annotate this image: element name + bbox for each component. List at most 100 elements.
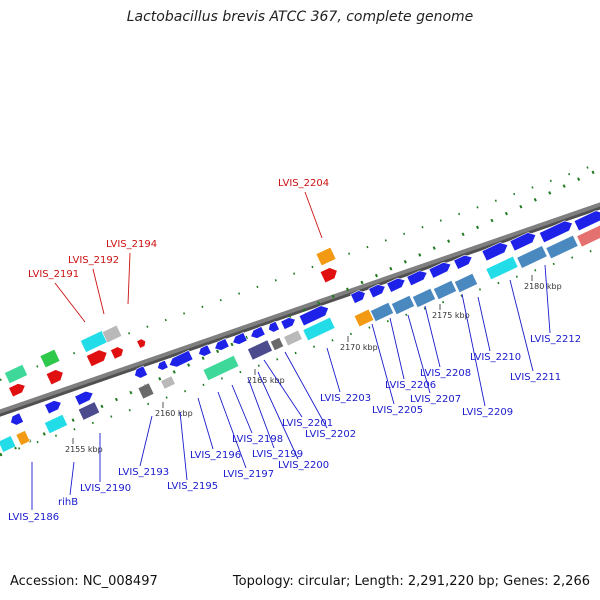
gene-feature	[198, 344, 212, 357]
gene-feature	[298, 305, 329, 327]
gene-label-leader	[257, 371, 299, 460]
gene-label: LVIS_2201	[282, 418, 333, 429]
gene-label-leader	[461, 293, 486, 407]
gene-feature	[168, 349, 194, 368]
gene-feature	[160, 375, 176, 390]
gene-feature	[43, 413, 69, 435]
gene-label-leader	[477, 296, 491, 352]
gene-label: LVIS_2192	[68, 255, 119, 266]
scale-label: 2170 kbp	[340, 343, 378, 352]
gene-label-leader	[544, 264, 551, 334]
gene-feature	[576, 224, 600, 248]
gene-feature	[509, 232, 537, 252]
gene-feature	[283, 329, 303, 347]
gene-feature	[269, 336, 285, 352]
gene-feature	[538, 220, 573, 244]
gene-label: LVIS_2209	[462, 407, 513, 418]
gene-feature	[77, 401, 101, 421]
gene-feature	[232, 332, 248, 345]
genome-summary-text: Topology: circular; Length: 2,291,220 bp…	[232, 574, 590, 589]
gene-feature	[101, 324, 123, 344]
scale-label: 2165 kbp	[247, 376, 285, 385]
gene-feature	[3, 363, 29, 385]
gene-feature	[0, 435, 17, 453]
gene-label: LVIS_2205	[372, 405, 423, 416]
gene-feature	[247, 339, 273, 361]
gene-label-leader	[509, 279, 534, 372]
gene-label: LVIS_2206	[385, 380, 436, 391]
gene-feature	[39, 348, 61, 369]
gene-label: LVIS_2195	[167, 481, 218, 492]
gene-label: LVIS_2194	[106, 239, 157, 250]
genome-backbone	[0, 202, 600, 414]
gene-label-leader	[231, 384, 253, 434]
gene-feature	[44, 400, 62, 415]
gene-feature	[85, 349, 108, 368]
gene-label-leader	[424, 305, 441, 368]
gene-label-leader	[179, 411, 188, 481]
gene-label: LVIS_2200	[278, 460, 329, 471]
gene-label-leader	[371, 323, 395, 405]
gene-feature	[368, 284, 386, 299]
gene-feature	[411, 287, 437, 309]
gene-feature	[214, 338, 230, 351]
gene-label: LVIS_2210	[470, 352, 521, 363]
gene-label-leader	[247, 377, 275, 449]
gene-label: LVIS_2207	[410, 394, 461, 405]
gene-label-leader	[263, 359, 303, 418]
gene-feature	[386, 277, 406, 293]
gene-feature	[302, 316, 336, 342]
scale-label: 2160 kbp	[155, 409, 193, 418]
gene-feature	[250, 326, 266, 339]
gene-label-leader	[139, 415, 153, 467]
gene-feature	[202, 354, 240, 382]
gene-feature	[350, 290, 366, 304]
gene-label-leader	[407, 314, 431, 394]
scale-label: 2175 kbp	[432, 311, 470, 320]
gene-label: rihB	[58, 497, 78, 508]
gene-feature	[110, 346, 124, 360]
gene-feature	[481, 242, 509, 262]
gene-feature	[137, 382, 155, 400]
gene-feature	[516, 245, 548, 269]
gene-label: LVIS_2212	[530, 334, 581, 345]
gene-feature	[353, 308, 375, 328]
gene-label-leader	[197, 397, 214, 450]
gene-label-leader	[69, 461, 75, 496]
gene-feature	[268, 320, 280, 333]
gene-feature	[280, 317, 296, 330]
gene-feature	[74, 390, 94, 406]
gene-feature	[136, 338, 146, 349]
gene-label: LVIS_2197	[223, 469, 274, 480]
gene-label-leader	[284, 351, 328, 429]
gene-label: LVIS_2211	[510, 372, 561, 383]
gene-feature	[453, 272, 479, 294]
gene-label-leader	[127, 252, 131, 305]
gene-feature	[453, 254, 473, 270]
gene-label-leader	[304, 191, 323, 239]
scale-label: 2155 kbp	[65, 445, 103, 454]
gene-label: LVIS_2203	[320, 393, 371, 404]
gene-feature	[390, 294, 416, 316]
gene-feature	[485, 255, 519, 281]
gene-label: LVIS_2190	[80, 483, 131, 494]
gene-feature	[406, 270, 428, 287]
gene-feature	[315, 246, 337, 267]
gene-label-leader	[92, 268, 105, 315]
gene-label: LVIS_2199	[252, 449, 303, 460]
gene-label: LVIS_2198	[232, 434, 283, 445]
gene-feature	[15, 430, 31, 446]
gene-feature	[573, 210, 600, 232]
map-title: Lactobacillus brevis ATCC 367, complete …	[126, 9, 474, 25]
gene-feature	[10, 412, 24, 426]
gene-feature	[157, 359, 169, 371]
gene-feature	[319, 267, 338, 284]
gene-label: LVIS_2196	[190, 450, 241, 461]
gene-label: LVIS_2208	[420, 368, 471, 379]
gene-label-leader	[326, 347, 341, 393]
gene-feature	[134, 365, 148, 379]
gene-feature	[545, 234, 579, 260]
gene-label: LVIS_2191	[28, 269, 79, 280]
gene-label-leader	[389, 317, 405, 380]
gene-feature	[428, 262, 452, 279]
